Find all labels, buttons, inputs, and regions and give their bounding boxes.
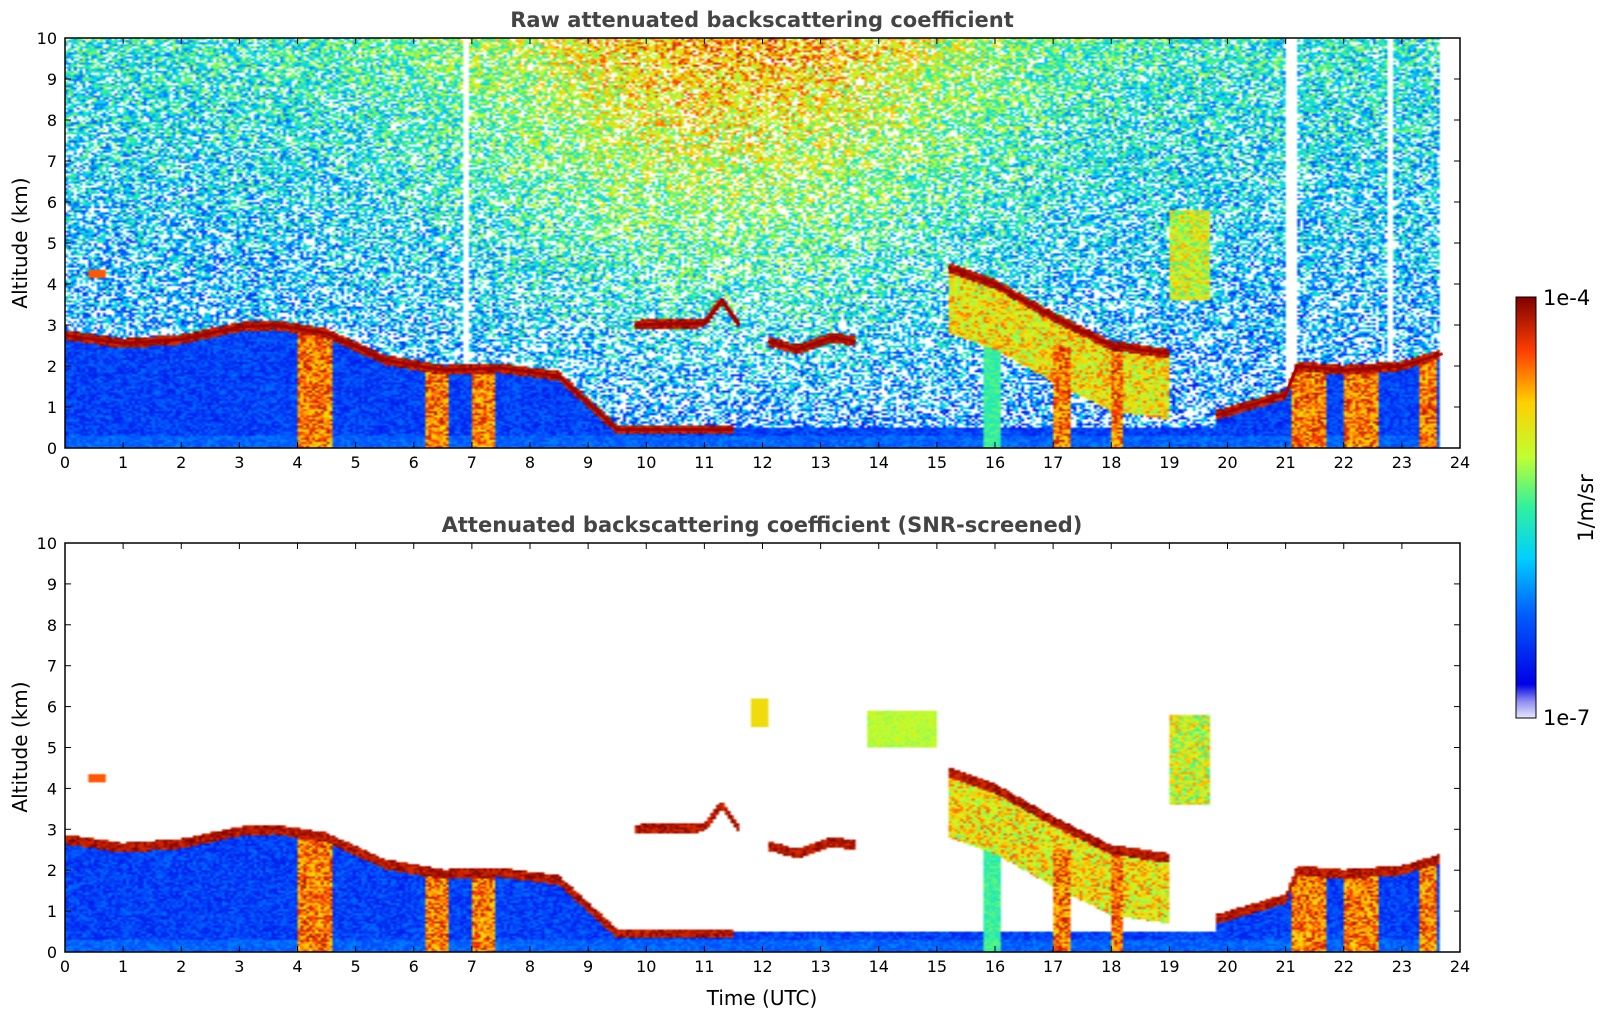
- x-tick-label: 13: [810, 957, 830, 976]
- colorbar-min-label: 1e-7: [1543, 706, 1590, 730]
- x-tick-label: 5: [351, 453, 361, 472]
- y-tick-label: 3: [47, 316, 57, 335]
- y-tick-label: 0: [47, 439, 57, 458]
- colorbar-max-label: 1e-4: [1543, 286, 1590, 310]
- x-tick-label: 21: [1275, 453, 1295, 472]
- x-tick-label: 14: [869, 453, 889, 472]
- x-tick-label: 3: [234, 453, 244, 472]
- x-tick-label: 6: [409, 453, 419, 472]
- y-tick-label: 8: [47, 111, 57, 130]
- x-tick-label: 10: [636, 957, 656, 976]
- x-tick-label: 20: [1217, 453, 1237, 472]
- x-tick-label: 11: [694, 957, 714, 976]
- x-tick-label: 7: [467, 453, 477, 472]
- y-tick-label: 6: [47, 193, 57, 212]
- colorbar: 1e-4 1e-7 1/m/sr: [1515, 286, 1598, 730]
- x-tick-label: 6: [409, 957, 419, 976]
- y-tick-label: 7: [47, 657, 57, 676]
- layer-features: [65, 266, 1444, 432]
- panel-2-xlabel: Time (UTC): [706, 986, 818, 1010]
- x-tick-label: 14: [869, 957, 889, 976]
- feature-line: [767, 335, 856, 352]
- y-tick-label: 2: [47, 861, 57, 880]
- x-tick-label: 8: [525, 453, 535, 472]
- x-tick-label: 22: [1334, 453, 1354, 472]
- x-tick-label: 15: [927, 453, 947, 472]
- y-tick-label: 9: [47, 70, 57, 89]
- x-tick-label: 19: [1159, 957, 1179, 976]
- y-tick-label: 0: [47, 943, 57, 962]
- x-tick-label: 15: [927, 957, 947, 976]
- x-tick-label: 22: [1334, 957, 1354, 976]
- x-tick-label: 18: [1101, 453, 1121, 472]
- y-tick-label: 5: [47, 234, 57, 253]
- x-tick-label: 0: [60, 957, 70, 976]
- x-tick-label: 2: [176, 453, 186, 472]
- x-tick-label: 11: [694, 453, 714, 472]
- x-tick-label: 1: [118, 453, 128, 472]
- y-axis-2: 0 1 2 3 4 5 6 7 8 9 10: [37, 534, 1460, 962]
- x-tick-label: 3: [234, 957, 244, 976]
- panel-1-ylabel: Altitude (km): [8, 177, 32, 308]
- x-tick-label: 20: [1217, 957, 1237, 976]
- y-tick-label: 5: [47, 739, 57, 758]
- x-tick-label: 7: [467, 957, 477, 976]
- x-tick-label: 9: [583, 453, 593, 472]
- x-tick-label: 13: [810, 453, 830, 472]
- y-tick-label: 1: [47, 902, 57, 921]
- x-tick-label: 16: [985, 957, 1005, 976]
- panel-1-title: Raw attenuated backscattering coefficien…: [510, 8, 1014, 32]
- heatmap-raw: [65, 38, 1460, 448]
- colorbar-unit-label: 1/m/sr: [1574, 474, 1598, 542]
- x-tick-label: 1: [118, 957, 128, 976]
- y-tick-label: 3: [47, 820, 57, 839]
- x-tick-label: 23: [1392, 453, 1412, 472]
- x-axis-2: 0 1 2 3 4 5 6 7 8 9 10 11 12 13 14 15 16 17 18 19 20 21 22 23 24: [60, 543, 1470, 976]
- x-tick-label: 23: [1392, 957, 1412, 976]
- x-tick-label: 10: [636, 453, 656, 472]
- feature-line: [948, 266, 1170, 356]
- x-tick-label: 12: [752, 453, 772, 472]
- panel-raw: Raw attenuated backscattering coefficien…: [8, 8, 1470, 472]
- y-tick-label: 6: [47, 698, 57, 717]
- y-tick-label: 7: [47, 152, 57, 171]
- y-tick-label: 4: [47, 275, 57, 294]
- panel-2-title: Attenuated backscattering coefficient (S…: [442, 513, 1083, 537]
- feature-line: [1215, 352, 1444, 417]
- x-tick-label: 9: [583, 957, 593, 976]
- feature-line: [634, 297, 741, 327]
- panel-2-ylabel: Altitude (km): [8, 681, 32, 812]
- x-tick-label: 24: [1450, 957, 1470, 976]
- feature-line: [65, 323, 734, 432]
- y-tick-label: 10: [37, 29, 57, 48]
- x-tick-label: 4: [292, 453, 302, 472]
- x-tick-label: 12: [752, 957, 772, 976]
- y-tick-label: 2: [47, 357, 57, 376]
- x-tick-label: 17: [1043, 453, 1063, 472]
- x-tick-label: 24: [1450, 453, 1470, 472]
- x-tick-label: 21: [1275, 957, 1295, 976]
- x-tick-label: 4: [292, 957, 302, 976]
- y-tick-label: 1: [47, 398, 57, 417]
- x-tick-label: 18: [1101, 957, 1121, 976]
- panel-screened: Attenuated backscattering coefficient (S…: [8, 513, 1470, 1010]
- x-tick-label: 2: [176, 957, 186, 976]
- x-tick-label: 16: [985, 453, 1005, 472]
- y-tick-label: 9: [47, 575, 57, 594]
- y-tick-label: 10: [37, 534, 57, 553]
- x-tick-label: 5: [351, 957, 361, 976]
- x-tick-label: 8: [525, 957, 535, 976]
- colorbar-gradient: [1515, 296, 1537, 719]
- x-tick-label: 19: [1159, 453, 1179, 472]
- x-axis-1: 0 1 2 3 4 5 6 7 8 9 10 11 12 13 14 15 16 17 18 19 20 21 22 23 24: [60, 38, 1470, 472]
- y-tick-label: 4: [47, 779, 57, 798]
- y-tick-label: 8: [47, 616, 57, 635]
- heatmap-screened: [65, 543, 1460, 952]
- y-axis-1: 0 1 2 3 4 5 6 7 8 9 10: [37, 29, 1460, 458]
- x-tick-label: 0: [60, 453, 70, 472]
- x-tick-label: 17: [1043, 957, 1063, 976]
